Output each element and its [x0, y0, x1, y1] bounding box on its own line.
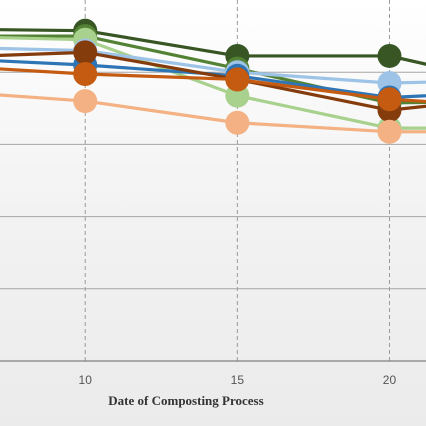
- data-point: [73, 89, 98, 114]
- data-point: [377, 87, 402, 112]
- x-tick-labels: 10 15 20: [79, 373, 397, 387]
- data-point: [73, 40, 98, 65]
- x-tick-label: 10: [79, 373, 93, 387]
- x-axis-title: Date of Composting Process: [108, 393, 263, 408]
- data-point: [225, 110, 250, 135]
- series-group: [0, 18, 426, 144]
- data-point: [73, 62, 98, 87]
- x-tick-label: 20: [383, 373, 397, 387]
- data-point: [377, 43, 402, 68]
- x-tick-label: 15: [231, 373, 245, 387]
- data-point: [225, 67, 250, 92]
- data-point: [377, 119, 402, 144]
